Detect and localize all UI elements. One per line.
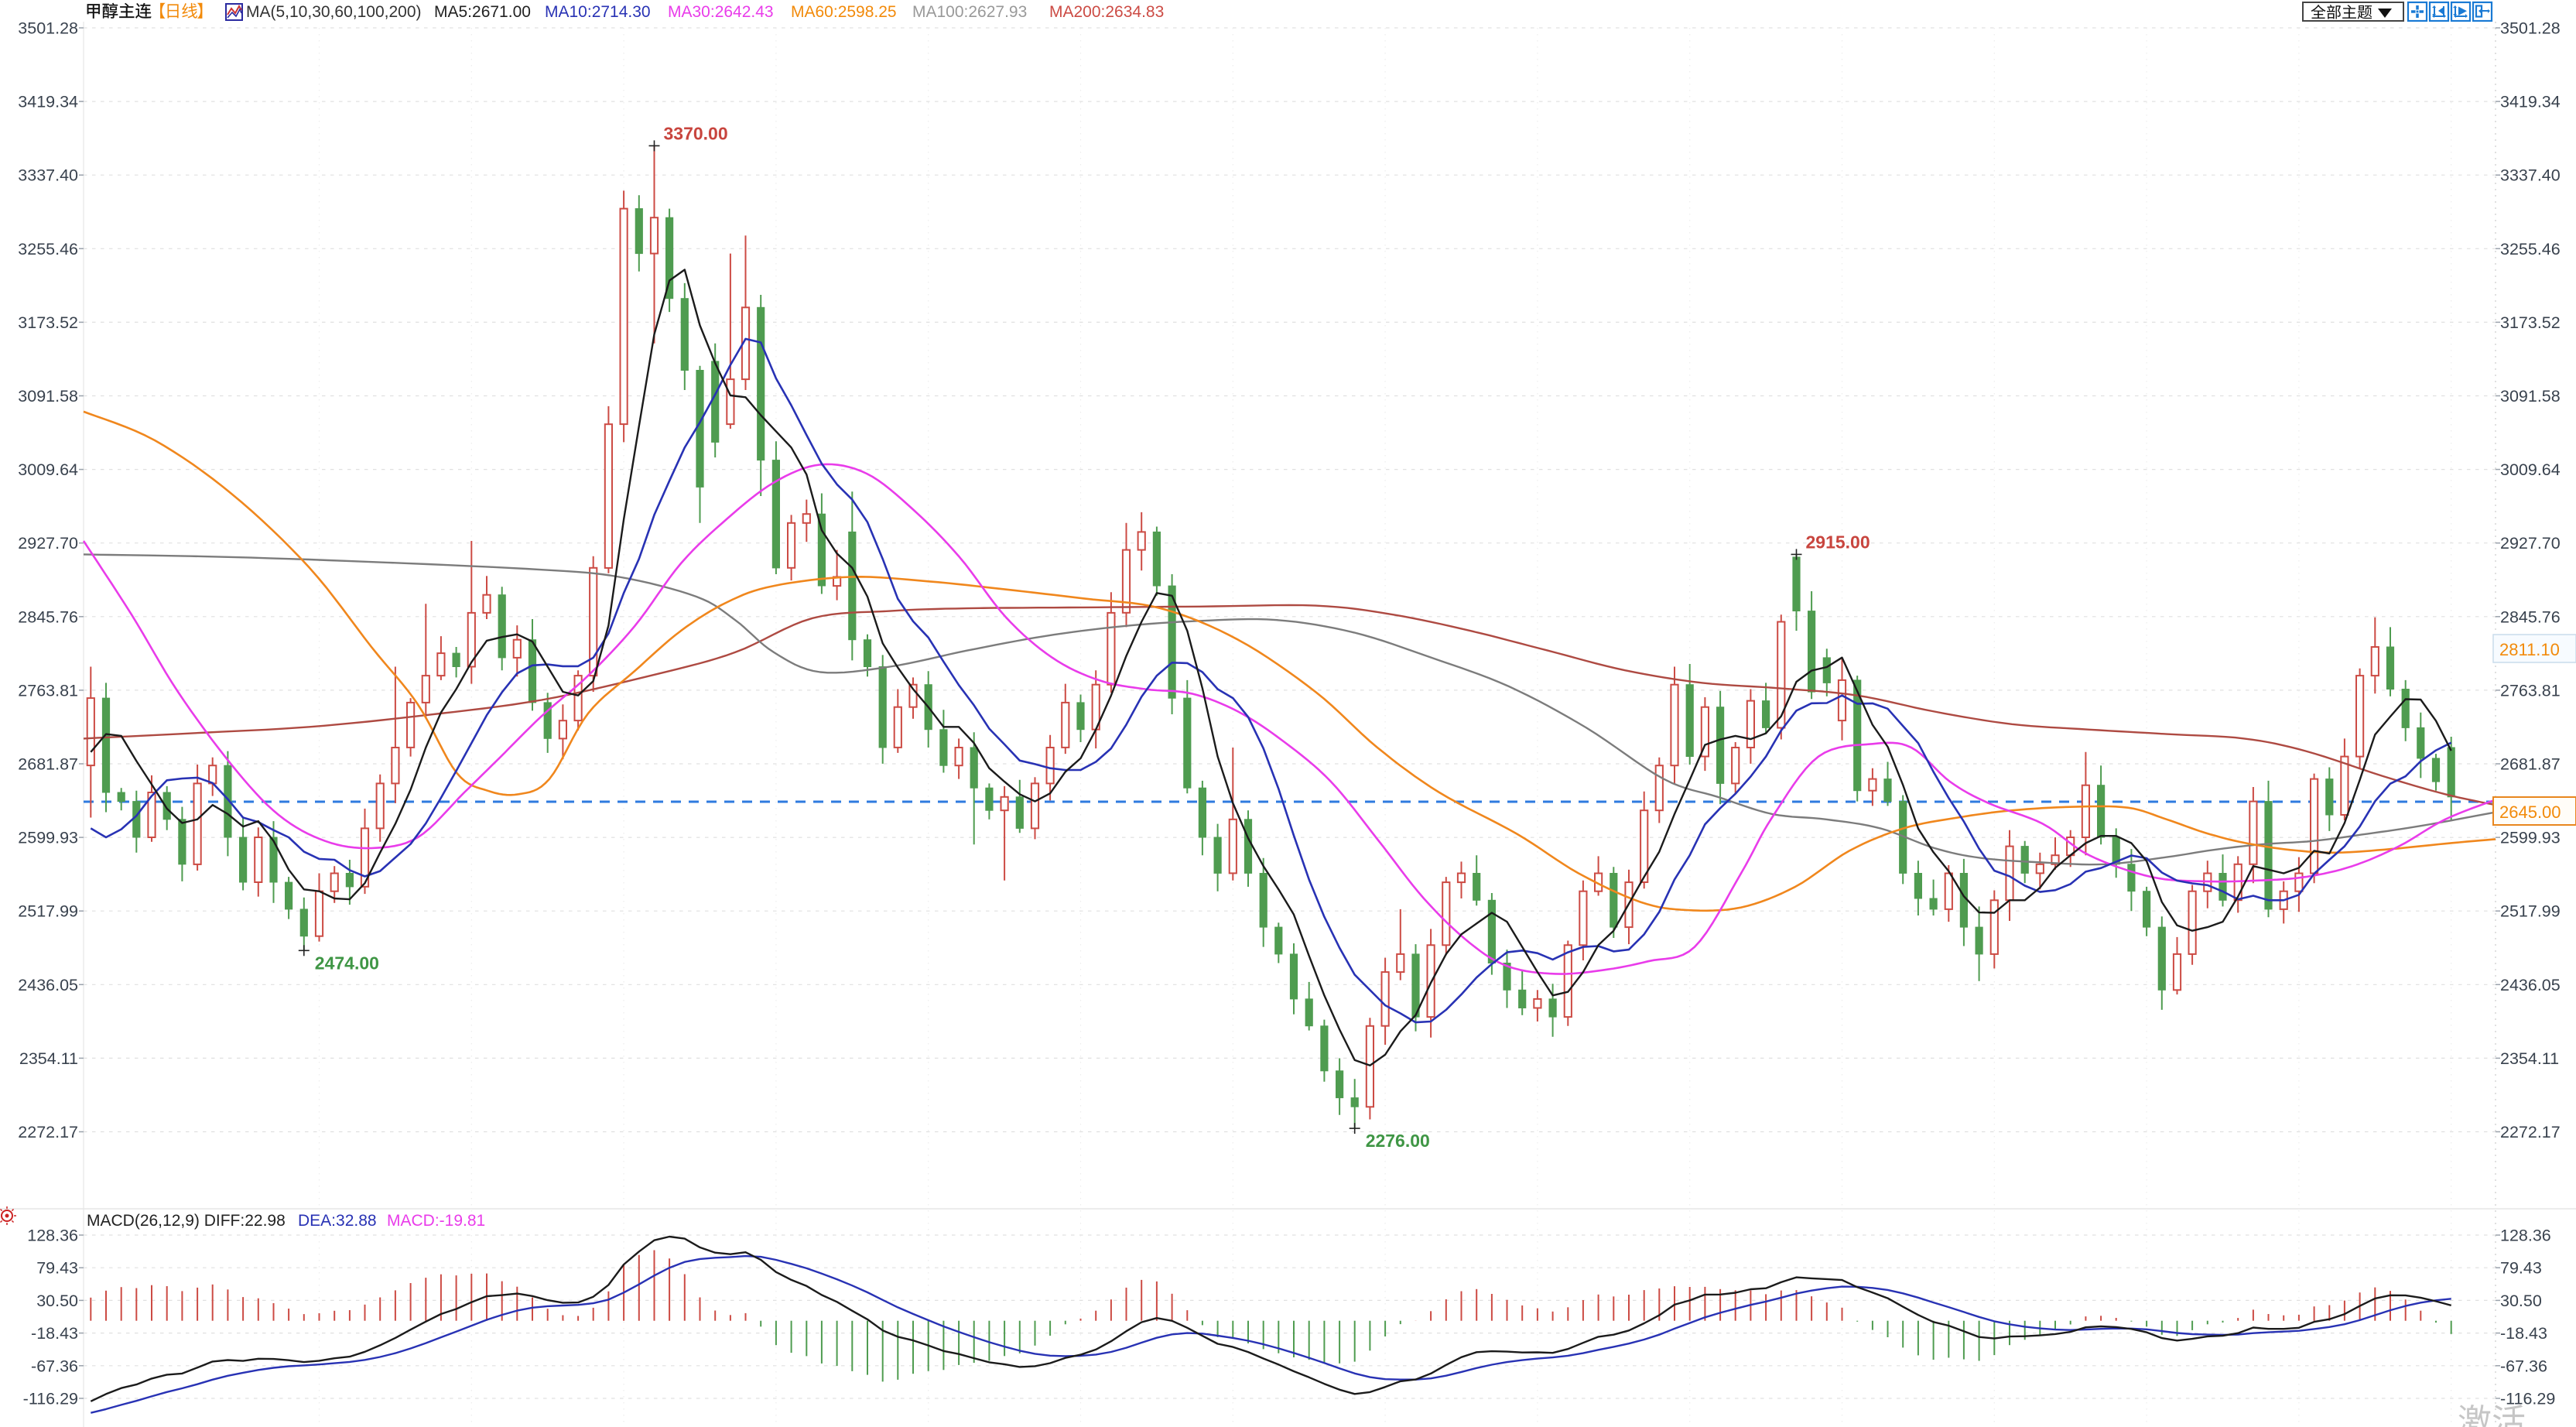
- svg-text:128.36: 128.36: [2500, 1227, 2551, 1245]
- svg-text:2927.70: 2927.70: [18, 534, 78, 553]
- svg-text:2599.93: 2599.93: [2500, 829, 2561, 847]
- svg-text:3091.58: 3091.58: [2500, 387, 2561, 406]
- svg-text:MA30:2642.43: MA30:2642.43: [668, 3, 774, 21]
- svg-text:MA(5,10,30,60,100,200): MA(5,10,30,60,100,200): [246, 3, 422, 21]
- svg-text:3009.64: 3009.64: [18, 460, 78, 479]
- svg-text:2436.05: 2436.05: [2500, 976, 2561, 994]
- svg-text:-116.29: -116.29: [23, 1390, 78, 1408]
- svg-text:3501.28: 3501.28: [2500, 19, 2561, 38]
- svg-text:2599.93: 2599.93: [18, 829, 78, 847]
- svg-text:3370.00: 3370.00: [664, 123, 728, 143]
- svg-text:2436.05: 2436.05: [18, 976, 78, 994]
- svg-text:2517.99: 2517.99: [2500, 902, 2561, 921]
- svg-text:3255.46: 3255.46: [18, 240, 78, 258]
- svg-text:DEA:32.88: DEA:32.88: [298, 1212, 377, 1230]
- svg-text:MA5:2671.00: MA5:2671.00: [434, 3, 531, 21]
- svg-text:3501.28: 3501.28: [18, 19, 78, 38]
- svg-text:2763.81: 2763.81: [18, 681, 78, 700]
- svg-text:2354.11: 2354.11: [19, 1049, 78, 1068]
- svg-text:-18.43: -18.43: [31, 1324, 78, 1343]
- svg-text:3009.64: 3009.64: [2500, 460, 2561, 479]
- svg-text:-18.43: -18.43: [2500, 1324, 2547, 1343]
- svg-text:2845.76: 2845.76: [18, 607, 78, 626]
- svg-text:30.50: 30.50: [2500, 1292, 2542, 1310]
- svg-text:128.36: 128.36: [27, 1227, 78, 1245]
- svg-text:MA200:2634.83: MA200:2634.83: [1049, 3, 1164, 21]
- svg-text:MA60:2598.25: MA60:2598.25: [791, 3, 897, 21]
- svg-text:2681.87: 2681.87: [18, 755, 78, 774]
- svg-text:30.50: 30.50: [36, 1292, 78, 1310]
- svg-text:2272.17: 2272.17: [18, 1123, 78, 1141]
- svg-text:3255.46: 3255.46: [2500, 240, 2561, 258]
- svg-text:2915.00: 2915.00: [1806, 532, 1870, 552]
- svg-text:2681.87: 2681.87: [2500, 755, 2561, 774]
- svg-text:3337.40: 3337.40: [18, 166, 78, 185]
- svg-text:2354.11: 2354.11: [2500, 1049, 2559, 1068]
- svg-text:2811.10: 2811.10: [2499, 640, 2560, 659]
- svg-text:3337.40: 3337.40: [2500, 166, 2561, 185]
- svg-text:3173.52: 3173.52: [2500, 313, 2561, 332]
- svg-text:-67.36: -67.36: [2500, 1357, 2547, 1375]
- svg-text:79.43: 79.43: [36, 1259, 78, 1278]
- svg-text:MACD:-19.81: MACD:-19.81: [387, 1212, 485, 1230]
- svg-text:2474.00: 2474.00: [315, 953, 379, 973]
- svg-text:MA100:2627.93: MA100:2627.93: [912, 3, 1027, 21]
- svg-text:2927.70: 2927.70: [2500, 534, 2561, 553]
- svg-text:2645.00: 2645.00: [2499, 802, 2561, 822]
- svg-text:-67.36: -67.36: [31, 1357, 78, 1375]
- svg-text:MACD(26,12,9) DIFF:22.98: MACD(26,12,9) DIFF:22.98: [87, 1212, 286, 1230]
- svg-text:3419.34: 3419.34: [2500, 93, 2561, 111]
- svg-text:79.43: 79.43: [2500, 1259, 2542, 1278]
- svg-text:2276.00: 2276.00: [1366, 1131, 1430, 1151]
- svg-text:2763.81: 2763.81: [2500, 681, 2561, 700]
- svg-text:-116.29: -116.29: [2500, 1390, 2555, 1408]
- svg-text:2272.17: 2272.17: [2500, 1123, 2561, 1141]
- svg-text:2517.99: 2517.99: [18, 902, 78, 921]
- svg-text:3091.58: 3091.58: [18, 387, 78, 406]
- svg-text:MA10:2714.30: MA10:2714.30: [545, 3, 651, 21]
- svg-text:2845.76: 2845.76: [2500, 607, 2561, 626]
- svg-text:3419.34: 3419.34: [18, 93, 78, 111]
- svg-text:3173.52: 3173.52: [18, 313, 78, 332]
